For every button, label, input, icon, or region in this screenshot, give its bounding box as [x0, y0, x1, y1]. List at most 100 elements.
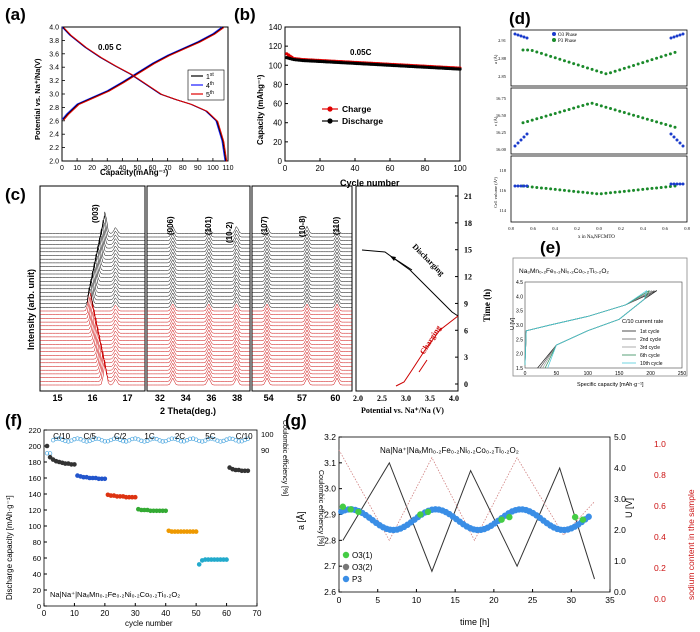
c-ytick-right: 3	[464, 353, 468, 362]
d-p3-a-point	[655, 56, 659, 60]
e-ytick-label: 2.5	[516, 337, 523, 343]
f-ytick-right-label: 100	[261, 430, 274, 439]
d-p3-a-point	[576, 63, 580, 67]
c-xrd-trace	[147, 229, 250, 238]
c-xrd-trace	[40, 270, 145, 293]
panel-a-xlabel: Capacity(mAhg⁻¹)	[100, 168, 169, 177]
g-ytick-label: 2.9	[324, 510, 336, 520]
d-p3-v-point	[636, 188, 640, 192]
g-xtick-label: 35	[605, 595, 615, 605]
c-xrd-trace	[147, 336, 250, 345]
d-p3-a-point	[590, 67, 594, 71]
b-ytick-label: 20	[273, 138, 282, 147]
c-xtick-1: 15	[52, 393, 62, 403]
g-ytick-label: 2.6	[324, 587, 336, 597]
g-xtick-label: 30	[567, 595, 577, 605]
c-xrd-trace	[147, 329, 250, 338]
g-xtick-label: 0	[337, 595, 342, 605]
c-xrd-trace	[147, 255, 250, 264]
panel-d-legend: O3 Phase P3 Phase	[552, 32, 578, 44]
a-ytick-label: 3.6	[49, 51, 59, 58]
legend-e-2: 2nd cycle	[640, 337, 661, 343]
legend-marker-discharge	[327, 118, 333, 124]
c-xrd-trace	[147, 299, 250, 308]
c-xrd-trace	[252, 244, 352, 253]
g-o3-1-point	[417, 511, 424, 518]
f-efficiency-point	[120, 438, 126, 444]
d-p3-c-point	[549, 113, 553, 117]
d-p3-c-point	[521, 121, 525, 125]
f-xtick-label: 50	[192, 609, 201, 618]
c-xtick-2: 36	[206, 393, 216, 403]
c-xtick-4: 2.5	[377, 394, 387, 403]
panel-g-ylabel-ce: Coulombic efficiency [%]	[317, 470, 324, 546]
c-xrd-trace	[40, 287, 145, 308]
c-xrd-trace	[147, 355, 250, 364]
g-ytick-label: 3.1	[324, 458, 336, 468]
d-p3-v-point	[618, 190, 622, 194]
legend-marker-charge	[327, 106, 333, 112]
c-xrd-trace	[252, 373, 352, 382]
a-ytick-label: 4.0	[49, 25, 59, 32]
f-efficiency-point	[93, 436, 98, 441]
c-xrd-trace	[40, 308, 145, 330]
panel-g-title: Na|Na⁺|NaₓMn₀.₂Fe₀.₂Ni₀.₂Co₀.₂Ti₀.₂O₂	[380, 446, 519, 455]
f-rate-label: C/10	[53, 432, 70, 441]
f-point-1C	[163, 508, 169, 514]
e-ytick-label: 4.5	[516, 280, 523, 286]
f-efficiency-point	[142, 439, 147, 444]
panel-c-xlabel-right: Potential vs. Na⁺/Na (V)	[361, 406, 444, 415]
d-p3-c-point	[530, 118, 534, 122]
panel-b-ylabel: Capacity (mAhg⁻¹)	[256, 74, 265, 145]
d-p3-v-point	[562, 188, 566, 192]
c-xrd-trace	[252, 370, 352, 378]
legend-marker-o3	[552, 32, 556, 36]
d-xtick-label: 0.6	[662, 226, 668, 231]
d-o3-v-point	[678, 182, 682, 186]
d-p3-a-point	[562, 59, 566, 63]
d-ytick-3a: 118	[499, 168, 506, 173]
g-ytick-label: 2.8	[324, 535, 336, 545]
g-ytick-right2-label: 1.0	[654, 439, 666, 449]
d-ytick-2b: 16.50	[496, 113, 507, 118]
f-ytick-label: 80	[33, 538, 41, 547]
panel-c-ylabel: Intensity (arb. unit)	[26, 269, 36, 350]
e-xtick-label: 150	[615, 371, 624, 377]
f-efficiency-point	[84, 439, 89, 444]
c-xrd-trace	[252, 329, 352, 338]
c-xrd-trace	[252, 314, 352, 323]
a-ytick-label: 2.4	[49, 132, 59, 139]
d-p3-v-point	[558, 188, 562, 192]
d-p3-c-point	[641, 116, 645, 120]
f-rate-label: 1C	[144, 432, 154, 441]
panel-g-ylabel-right2: sodium content in the sample	[686, 489, 696, 600]
arrow-charging	[418, 359, 428, 373]
d-p3-v-point	[530, 185, 534, 189]
panel-a-title: 0.05 C	[98, 43, 122, 52]
c-xrd-trace	[252, 251, 352, 260]
g-ytick-right-label: 5.0	[614, 432, 626, 442]
c-xrd-trace	[147, 318, 250, 327]
panel-d-sub1	[510, 29, 688, 87]
d-o3-a-point	[672, 35, 676, 39]
d-o3-c-point	[513, 144, 517, 148]
c-xrd-trace	[40, 344, 145, 367]
arrow-discharging	[391, 256, 413, 271]
a-xtick-label: 0	[60, 165, 64, 172]
e-xtick-label: 0	[524, 371, 527, 377]
d-p3-v-point	[627, 189, 631, 193]
c-xrd-trace	[147, 251, 250, 260]
g-ytick-right2-label: 0.8	[654, 470, 666, 480]
e-charge-curve	[524, 290, 648, 366]
legend-marker-p3	[552, 38, 556, 42]
panel-a-xticks: 0 10 20 30 40 50 60 70 80 90 100 110	[60, 158, 234, 172]
g-ytick-right2-label: 0.6	[654, 501, 666, 511]
c-xrd-trace	[40, 318, 145, 341]
c-xrd-trace	[147, 244, 250, 253]
f-ytick-label: 220	[28, 426, 41, 435]
f-ytick-right-label: 90	[261, 446, 269, 455]
panel-e-frame	[524, 281, 683, 369]
g-ytick-right-label: 4.0	[614, 463, 626, 473]
d-p3-a-point	[618, 68, 622, 72]
g-ytick-label: 3.2	[324, 432, 336, 442]
